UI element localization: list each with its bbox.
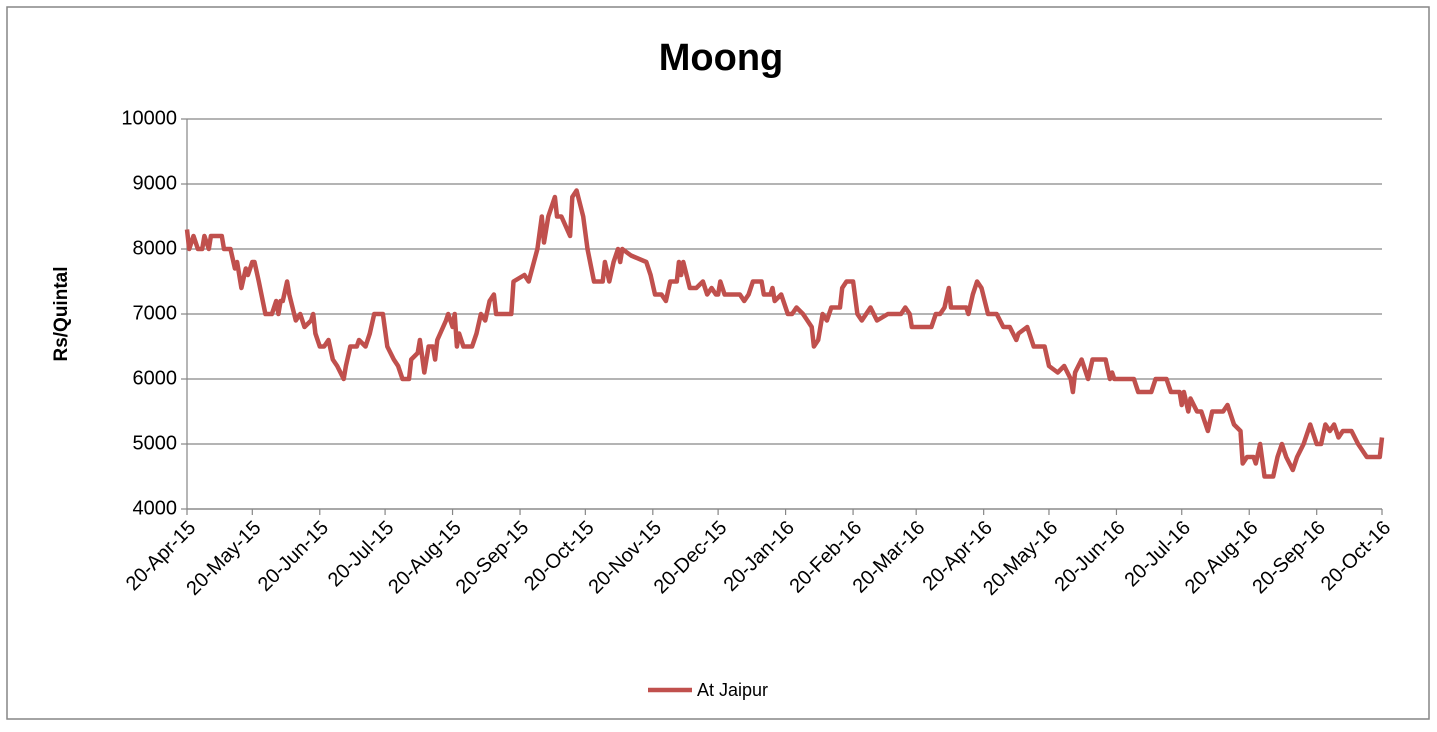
- y-tick-label: 6000: [133, 367, 178, 389]
- y-tick-label: 5000: [133, 432, 178, 454]
- chart-title: Moong: [659, 37, 784, 79]
- y-tick-label: 9000: [133, 172, 178, 194]
- y-tick-label: 4000: [133, 497, 178, 519]
- series-line: [184, 188, 1385, 479]
- legend-label: At Jaipur: [697, 680, 768, 700]
- y-axis-label: Rs/Quintal: [51, 266, 72, 361]
- y-tick-label: 7000: [133, 302, 178, 324]
- y-tick-label: 8000: [133, 237, 178, 259]
- chart-border: [6, 6, 1430, 720]
- y-tick-label: 10000: [121, 107, 177, 129]
